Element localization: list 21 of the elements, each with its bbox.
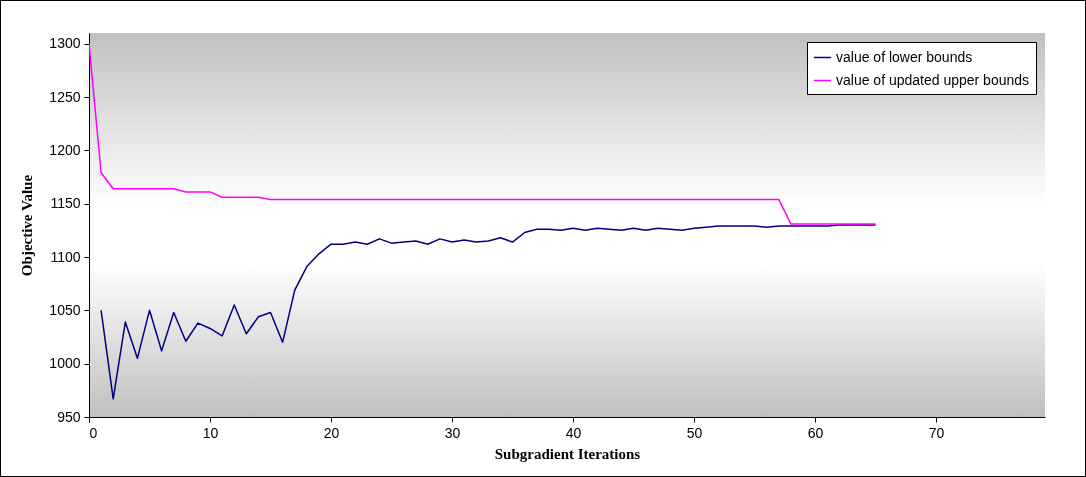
legend-label: value of updated upper bounds xyxy=(836,71,1030,88)
y-tick-label: 1200 xyxy=(49,141,81,158)
x-axis-title: Subgradient Iterations xyxy=(494,445,641,462)
x-tick-label: 50 xyxy=(686,424,703,441)
y-tick-label: 1000 xyxy=(49,355,81,372)
y-tick-label: 1100 xyxy=(50,248,81,265)
legend-label: value of lower bounds xyxy=(836,48,973,65)
x-tick-label: 0 xyxy=(89,424,98,441)
y-tick-label: 1150 xyxy=(50,195,81,212)
x-tick-label: 70 xyxy=(928,424,945,441)
y-tick-label: 1300 xyxy=(49,35,81,52)
y-tick-label: 1250 xyxy=(49,88,81,105)
y-tick-label: 1050 xyxy=(49,301,81,318)
x-tick-label: 40 xyxy=(565,424,582,441)
y-axis-title: Objective Value xyxy=(19,174,36,277)
x-tick-label: 30 xyxy=(444,424,461,441)
x-tick-label: 10 xyxy=(202,424,219,441)
x-tick-label: 20 xyxy=(323,424,340,441)
y-tick-label: 950 xyxy=(57,408,81,425)
x-tick-label: 60 xyxy=(807,424,824,441)
line-series xyxy=(100,224,877,400)
